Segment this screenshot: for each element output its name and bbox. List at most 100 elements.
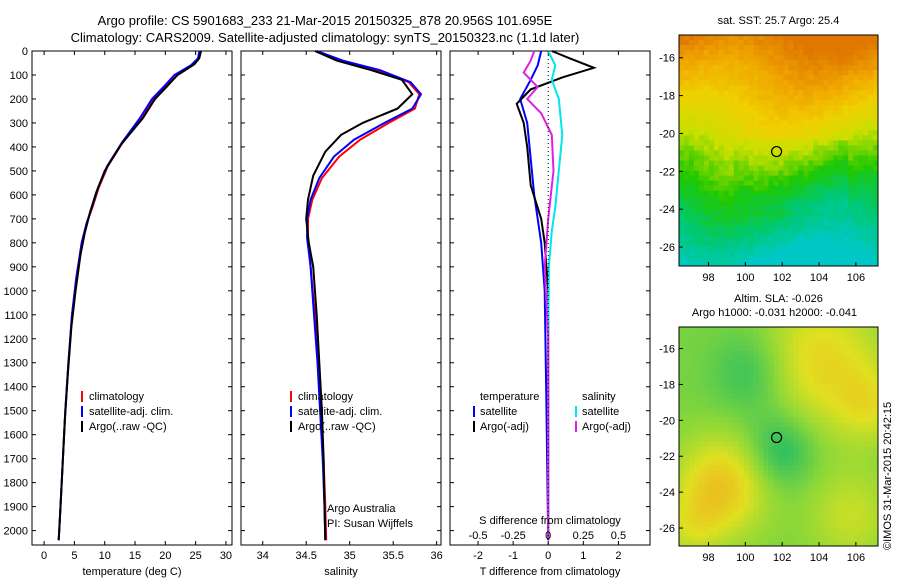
sla-map-cell bbox=[683, 436, 690, 442]
sla-map-cell bbox=[723, 384, 730, 390]
sla-map-cell bbox=[808, 327, 814, 333]
sla-map-cell bbox=[828, 374, 834, 380]
sla-map-cell bbox=[828, 507, 834, 514]
sst-map-cell bbox=[868, 200, 874, 207]
sla-map-cell bbox=[728, 541, 735, 547]
sst-map-cell bbox=[748, 220, 755, 227]
sla-map-cell bbox=[718, 536, 725, 542]
sst-map-cell bbox=[818, 185, 824, 192]
sst-map-cell bbox=[863, 90, 869, 96]
sla-map-cell bbox=[863, 412, 869, 418]
sla-map-cell bbox=[748, 465, 755, 471]
sla-map-cell bbox=[748, 531, 755, 537]
sla-map-cell bbox=[713, 346, 720, 352]
sla-map-cell bbox=[723, 469, 730, 476]
sst-map-cell bbox=[733, 195, 740, 202]
sst-map-cell bbox=[793, 140, 799, 146]
sla-map-cell bbox=[753, 493, 760, 499]
sla-map-cell bbox=[788, 369, 794, 376]
sla-map-cell bbox=[818, 388, 824, 395]
sla-map-cell bbox=[853, 350, 859, 357]
sst-map-cell bbox=[753, 60, 760, 66]
sla-map-cell bbox=[679, 412, 685, 418]
sla-map-cell bbox=[748, 431, 755, 437]
sla-map-cell bbox=[768, 431, 775, 437]
sla-map-cell bbox=[803, 336, 809, 342]
sst-map-cell bbox=[683, 65, 690, 71]
sst-map-cell bbox=[833, 115, 839, 121]
sst-map-cell bbox=[793, 55, 799, 61]
sst-map-cell bbox=[863, 95, 869, 101]
sla-map-cell bbox=[713, 436, 720, 442]
sst-map-cell bbox=[698, 220, 705, 227]
sla-map-cell bbox=[818, 355, 824, 361]
sla-map-cell bbox=[738, 522, 745, 528]
sst-map-cell bbox=[823, 80, 829, 86]
sla-map-cell bbox=[738, 450, 745, 457]
sst-map-cell bbox=[738, 135, 745, 141]
sla-map-cell bbox=[873, 365, 879, 371]
sst-map-cell bbox=[753, 260, 760, 267]
sst-map-cell bbox=[688, 120, 695, 126]
sst-map-cell bbox=[778, 215, 784, 222]
sla-map-cell bbox=[873, 531, 879, 537]
sst-map-cell bbox=[688, 230, 695, 237]
sst-map-cell bbox=[778, 115, 784, 121]
sla-map-cell bbox=[818, 446, 824, 452]
sla-map-cell bbox=[833, 360, 839, 366]
sst-map-cell bbox=[868, 140, 874, 146]
sst-map-cell bbox=[813, 55, 819, 61]
sla-map-cell bbox=[773, 436, 779, 442]
sst-map-cell bbox=[843, 35, 849, 41]
sst-map-cell bbox=[723, 140, 730, 146]
sla-map-cell bbox=[738, 531, 745, 537]
sst-map-cell bbox=[873, 195, 879, 202]
sla-map-cell bbox=[873, 446, 879, 452]
sst-map-cell bbox=[768, 70, 775, 76]
sst-map-cell bbox=[713, 165, 720, 172]
sst-map-cell bbox=[863, 80, 869, 86]
sst-map-cell bbox=[863, 180, 869, 187]
sla-map-cell bbox=[788, 407, 794, 414]
sla-map-cell bbox=[733, 517, 740, 523]
sla-map-cell bbox=[873, 526, 879, 533]
sla-map-cell bbox=[683, 465, 690, 471]
sla-map-cell bbox=[683, 341, 690, 347]
sst-map-cell bbox=[793, 130, 799, 136]
sst-map-cell bbox=[693, 65, 700, 71]
sst-map-cell bbox=[778, 180, 784, 187]
sla-map-cell bbox=[793, 517, 799, 523]
sst-map-cell bbox=[808, 150, 814, 157]
sla-map-cell bbox=[848, 469, 854, 476]
sst-map-cell bbox=[808, 205, 814, 212]
sla-map-cell bbox=[818, 417, 824, 423]
sst-map-cell bbox=[863, 75, 869, 81]
sla-map-cell bbox=[679, 517, 685, 523]
sla-map-cell bbox=[763, 493, 770, 499]
sla-map-cell bbox=[763, 465, 770, 471]
sst-map-cell bbox=[688, 225, 695, 232]
sla-map-cell bbox=[803, 503, 809, 509]
sla-map-cell bbox=[818, 455, 824, 461]
sla-map-cell bbox=[868, 493, 874, 499]
sst-map-cell bbox=[813, 130, 819, 136]
sla-map-cell bbox=[679, 379, 685, 385]
sla-map-cell bbox=[833, 398, 839, 404]
sst-map-cell bbox=[788, 260, 794, 267]
sla-map-cell bbox=[703, 388, 710, 395]
sst-map-cell bbox=[798, 260, 804, 267]
sst-map-cell bbox=[723, 215, 730, 222]
sst-map-cell bbox=[698, 130, 705, 136]
sla-map-cell bbox=[863, 417, 869, 423]
sla-map-cell bbox=[743, 388, 750, 395]
sla-map-cell bbox=[698, 493, 705, 499]
sla-map-cell bbox=[853, 331, 859, 338]
sla-map-cell bbox=[748, 388, 755, 395]
sst-map-cell bbox=[763, 230, 770, 237]
sst-map-cell bbox=[793, 65, 799, 71]
sst-map-cell bbox=[833, 240, 839, 247]
sst-map-cell bbox=[803, 130, 809, 136]
sst-map-cell bbox=[758, 130, 765, 136]
sst-map-cell bbox=[763, 60, 770, 66]
sst-map-cell bbox=[679, 250, 685, 257]
